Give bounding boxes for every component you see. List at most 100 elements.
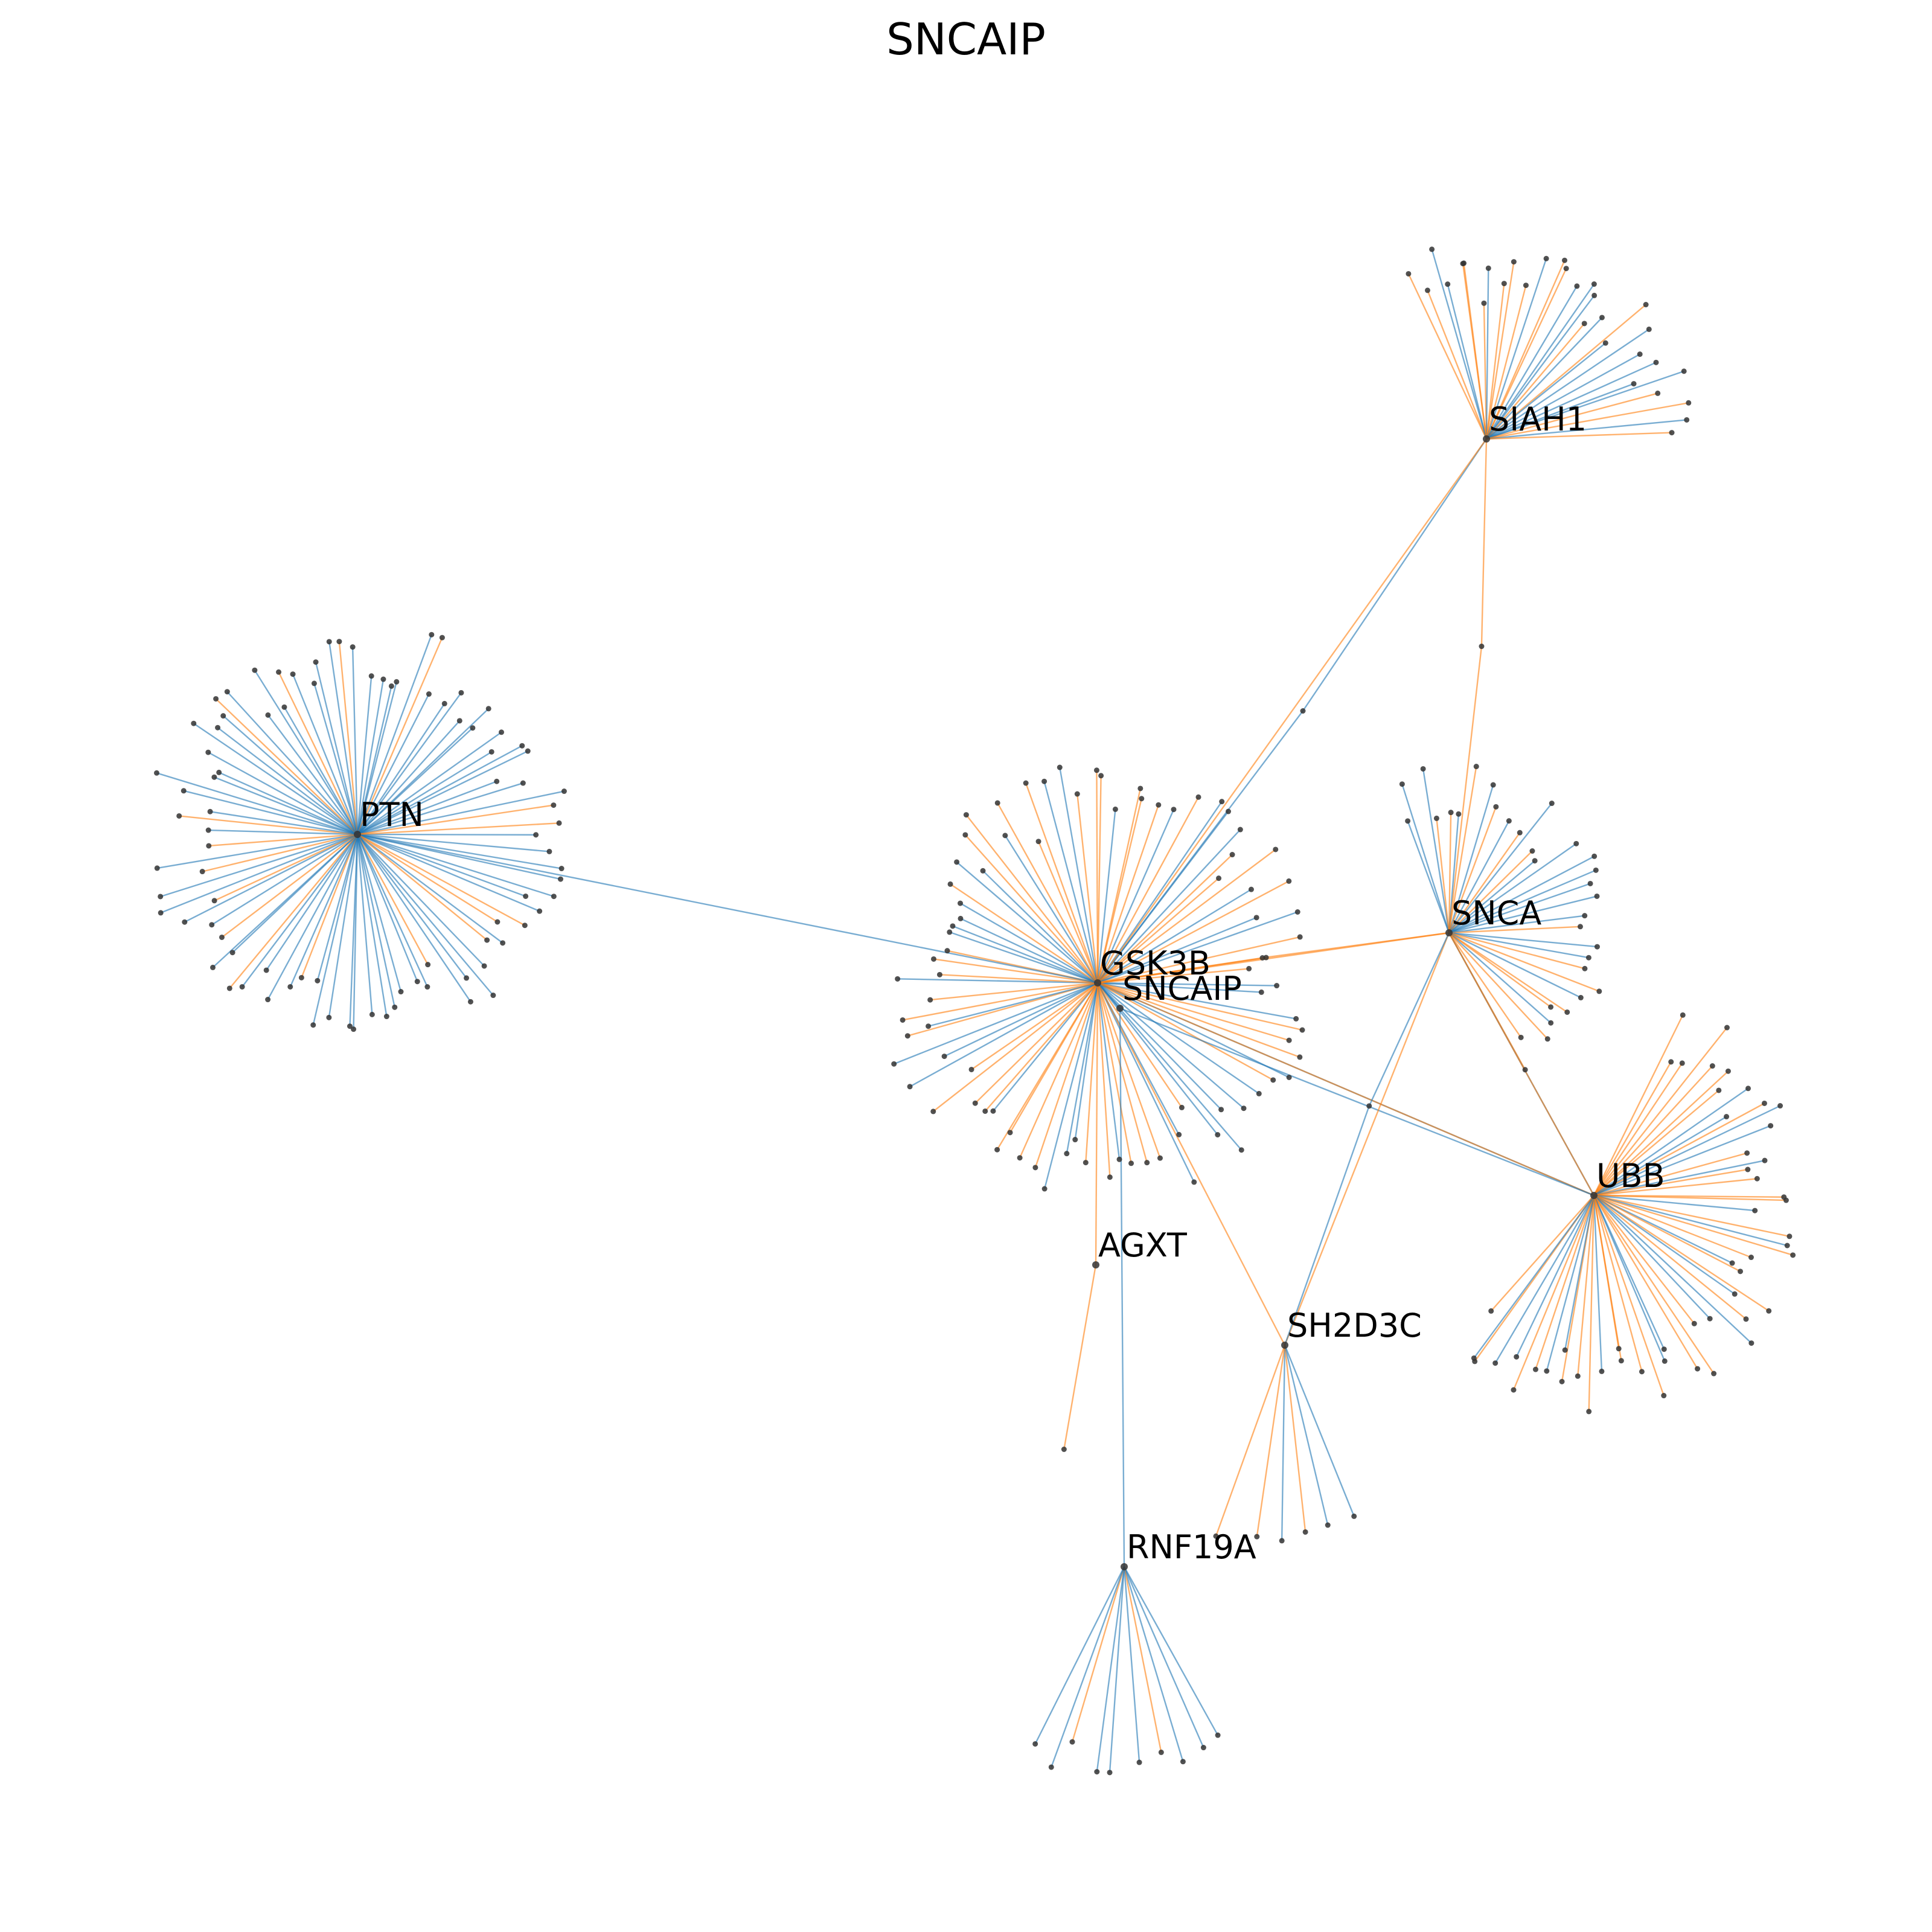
leaf-node-ptn	[456, 718, 462, 724]
leaf-node-ubb	[1488, 1308, 1494, 1314]
leaf-node-ptn	[220, 713, 226, 719]
leaf-node-siah1	[1481, 300, 1487, 306]
leaf-node-gsk3b	[1144, 1160, 1150, 1166]
edge-rnf19a-leaf	[1051, 1566, 1125, 1768]
leaf-node-siah1	[1406, 270, 1412, 277]
edge-gsk3b-leaf	[959, 903, 1098, 984]
edge-snca-leaf	[1448, 932, 1568, 1013]
edge-siah1-leaf	[1485, 285, 1527, 440]
leaf-node-snca	[1548, 1004, 1554, 1010]
edge-gsk3b-leaf	[1097, 877, 1220, 984]
leaf-node-ubb	[1618, 1358, 1624, 1364]
leaf-node-rnf19a	[1094, 1769, 1100, 1775]
edge-ptn-leaf	[215, 698, 358, 835]
edge-siah1-leaf	[1486, 392, 1659, 440]
leaf-node-ptn	[439, 635, 445, 641]
leaf-node-ubb	[1724, 1025, 1730, 1031]
edge-gsk3b-leaf	[965, 814, 1098, 984]
edge-gsk3b-leaf	[1096, 982, 1121, 1160]
hub-node-gsk3b	[1094, 979, 1101, 987]
edge-ptn-leaf	[356, 676, 373, 835]
edge-rnf19a-leaf	[1123, 1566, 1162, 1753]
leaf-node-gsk3b	[1041, 1186, 1048, 1192]
edge-snca-leaf	[1448, 843, 1577, 933]
edge-ubb-leaf	[1593, 1116, 1727, 1197]
leaf-node-gsk3b	[1218, 1107, 1224, 1113]
leaf-node-snca	[1587, 880, 1593, 886]
edge-snca-leaf	[1448, 856, 1595, 934]
edge-sh2d3c-leaf	[1284, 1345, 1307, 1532]
leaf-node-ptn	[485, 706, 491, 712]
leaf-node-gsk3b	[930, 1108, 936, 1115]
edge-siah1-leaf	[1485, 268, 1489, 440]
edge-sh2d3c-leaf	[1284, 1345, 1329, 1526]
leaf-node-ubb	[1777, 1103, 1783, 1109]
leaf-node-ptn	[557, 876, 563, 882]
leaf-node-ptn	[520, 780, 526, 786]
edge-gsk3b-leaf	[897, 978, 1098, 984]
leaf-node-ptn	[191, 720, 197, 726]
leaf-node-ptn	[551, 802, 557, 808]
edge-gsk3b-leaf	[894, 982, 1098, 1065]
leaf-node-ptn	[351, 1026, 357, 1032]
leaf-node-gsk3b	[1093, 767, 1099, 773]
leaf-node-ubb	[1707, 1316, 1713, 1322]
leaf-node-ubb	[1679, 1060, 1685, 1066]
edge-gsk3b-leaf	[1085, 982, 1099, 1163]
edge-siah1-leaf	[1486, 402, 1689, 440]
edge-gsk3b-leaf	[1097, 849, 1276, 984]
leaf-node-siah1	[1561, 257, 1567, 263]
edge-ubb-leaf	[1564, 1195, 1595, 1351]
edge-siah1-leaf	[1486, 295, 1595, 440]
edge-snca-leaf	[1448, 860, 1535, 933]
edge-rnf19a-leaf	[1096, 1566, 1125, 1772]
leaf-node-ptn	[350, 644, 356, 650]
edge-ubb-leaf	[1593, 1090, 1719, 1196]
leaf-node-siah1	[1461, 260, 1467, 266]
leaf-node-gsk3b	[907, 1084, 913, 1090]
edge-ptn-leaf	[357, 834, 488, 941]
leaf-node-snca	[1493, 804, 1499, 810]
edge-ptn-leaf	[357, 731, 502, 835]
leaf-node-gsk3b	[941, 1054, 947, 1060]
leaf-node-gsk3b	[1107, 1174, 1113, 1180]
edge-gsk3b-leaf	[1096, 982, 1132, 1164]
edge-ubb-leaf	[1593, 1195, 1620, 1349]
leaf-node-agxt	[1061, 1446, 1067, 1452]
edge-ptn-leaf	[328, 834, 359, 1018]
edge-ptn-leaf	[356, 679, 385, 835]
leaf-node-gsk3b	[990, 1108, 996, 1114]
edge-snca-sh2d3c	[1284, 1105, 1370, 1346]
edge-ptn-leaf	[226, 691, 358, 835]
figure-title: SNCAIP	[886, 14, 1046, 65]
leaf-node-siah1	[1646, 326, 1652, 332]
leaf-node-snca	[1522, 1067, 1528, 1073]
leaf-node-ptn	[207, 808, 213, 814]
edge-ptn-leaf	[357, 692, 462, 835]
leaf-node-gsk3b	[1074, 791, 1080, 797]
leaf-node-ubb	[1575, 1373, 1581, 1379]
leaf-node-ptn	[388, 683, 394, 689]
leaf-node-snca	[1596, 988, 1602, 994]
edge-ptn-leaf	[266, 834, 358, 971]
leaf-node-ubb	[1559, 1378, 1565, 1384]
edge-ptn-leaf	[156, 772, 358, 836]
leaf-node-siah1	[1631, 381, 1637, 387]
edge-siah1-leaf	[1486, 419, 1687, 440]
leaf-node-siah1	[1684, 417, 1690, 423]
leaf-node-gsk3b	[1023, 780, 1029, 786]
edge-siah1-leaf	[1486, 353, 1640, 440]
leaf-node-siah1	[1501, 281, 1507, 287]
edge-snca-leaf	[1448, 932, 1522, 1038]
edge-siah1-leaf	[1486, 383, 1634, 440]
edge-ptn-leaf	[356, 834, 429, 965]
edge-ubb-leaf	[1577, 1195, 1595, 1377]
leaf-node-gsk3b	[936, 971, 942, 977]
leaf-node-gsk3b	[1270, 1077, 1276, 1083]
leaf-node-gsk3b	[1007, 1130, 1013, 1136]
edge-ubb-leaf	[1593, 1194, 1741, 1272]
leaf-node-snca	[1456, 811, 1462, 817]
edge-ptn-leaf	[357, 833, 562, 869]
edge-ptn-leaf	[357, 833, 536, 836]
